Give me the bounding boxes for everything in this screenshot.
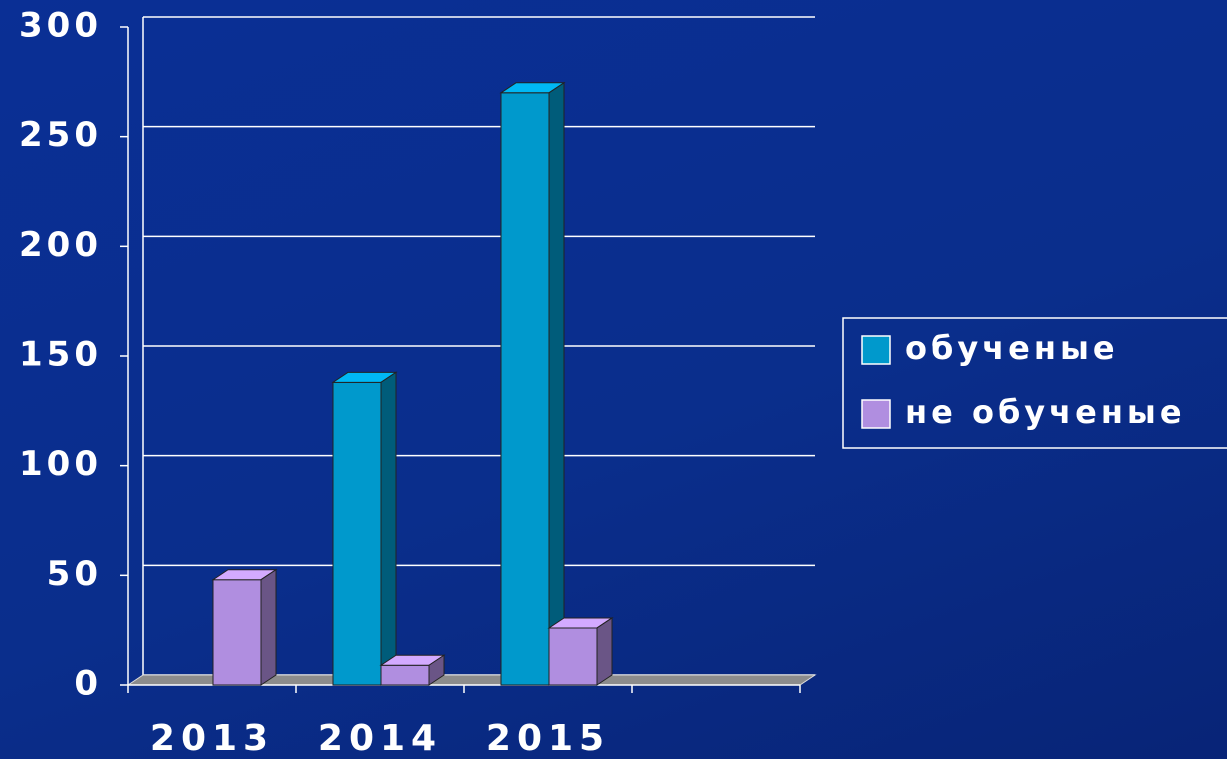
bar-side [428, 654, 445, 686]
x-tick-label: 2015 [486, 718, 610, 759]
bar [548, 627, 598, 686]
bar-side [596, 617, 613, 686]
x-tick-label: 2013 [150, 718, 274, 759]
y-tick-label: 200 [19, 225, 102, 265]
y-tick-label: 0 [74, 664, 102, 704]
legend-label: не обученые [905, 393, 1186, 431]
legend-label: обученые [905, 329, 1119, 367]
bar-side [548, 81, 565, 686]
legend-swatch [861, 399, 891, 429]
y-tick-label: 150 [19, 335, 102, 375]
legend-swatch [861, 335, 891, 365]
bar [500, 92, 550, 686]
y-tick-label: 250 [19, 115, 102, 155]
y-tick-label: 100 [19, 444, 102, 484]
bar [212, 579, 262, 686]
bar-side [260, 568, 277, 686]
legend-box [842, 317, 1227, 449]
y-tick-label: 300 [19, 6, 102, 46]
x-tick-label: 2014 [318, 718, 442, 759]
bar [332, 381, 382, 686]
bar-side [380, 371, 397, 686]
legend: обученые не обученые [842, 317, 1227, 449]
y-tick-label: 50 [47, 554, 102, 594]
bar [380, 664, 430, 686]
